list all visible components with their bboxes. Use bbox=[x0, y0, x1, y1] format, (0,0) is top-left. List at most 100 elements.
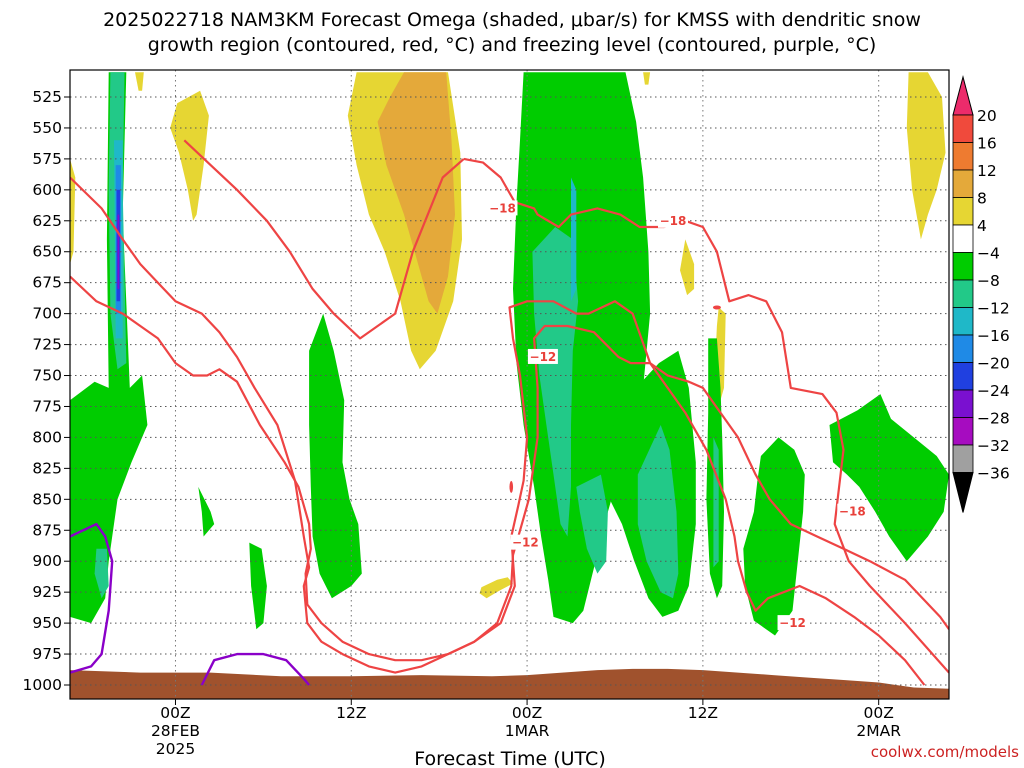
y-tick-label: 700 bbox=[32, 305, 62, 323]
x-tick-date: 1MAR bbox=[505, 722, 550, 740]
omega-shading-layer bbox=[70, 72, 949, 636]
colorbar-segment bbox=[952, 334, 974, 363]
colorbar-label: −28 bbox=[977, 410, 1010, 428]
small-contour-blob bbox=[509, 480, 514, 493]
colorbar-label: −16 bbox=[977, 327, 1010, 345]
x-tick-label: 00Z bbox=[160, 704, 190, 722]
y-tick-label: 675 bbox=[32, 274, 62, 292]
colorbar-segment bbox=[952, 142, 974, 171]
freezing-level-contour bbox=[70, 522, 114, 674]
y-tick-label: 650 bbox=[32, 243, 62, 261]
x-tick-label: 00Z bbox=[512, 704, 542, 722]
contour-label: −18 bbox=[489, 201, 516, 215]
x-tick-date: 2MAR bbox=[856, 722, 901, 740]
colorbar-segment bbox=[952, 252, 974, 281]
omega-region-4 bbox=[906, 72, 946, 240]
omega-region-neg8 bbox=[532, 227, 579, 537]
y-tick-label: 800 bbox=[32, 428, 62, 446]
y-tick-label: 775 bbox=[32, 397, 62, 415]
y-tick-label: 575 bbox=[32, 150, 62, 168]
colorbar-segment bbox=[952, 389, 974, 418]
omega-region-4 bbox=[680, 239, 695, 296]
credit-text: coolwx.com/models bbox=[871, 743, 1019, 761]
omega-region-neg4 bbox=[249, 542, 267, 630]
colorbar-top-arrow bbox=[952, 75, 974, 116]
y-tick-label: 1000 bbox=[23, 676, 62, 694]
x-tick-year: 2025 bbox=[156, 740, 195, 758]
small-contour-blob bbox=[712, 305, 721, 310]
colorbar-label: −24 bbox=[977, 382, 1010, 400]
omega-region-neg8 bbox=[713, 437, 719, 568]
omega-region-4 bbox=[135, 72, 144, 91]
dgz-contour-neg18 bbox=[463, 157, 949, 674]
y-tick-label: 825 bbox=[32, 459, 62, 477]
omega-region-4 bbox=[70, 158, 76, 265]
contour-label: −12 bbox=[779, 616, 806, 630]
colorbar-label: 4 bbox=[977, 217, 987, 235]
y-tick-label: 900 bbox=[32, 552, 62, 570]
contour-label: −12 bbox=[512, 536, 539, 550]
colorbar-segment bbox=[952, 417, 974, 446]
colorbar-segment bbox=[952, 444, 974, 473]
omega-region-4 bbox=[479, 577, 513, 599]
colorbar-label: −36 bbox=[977, 465, 1010, 483]
x-axis-label: Forecast Time (UTC) bbox=[414, 748, 605, 768]
omega-region-neg4 bbox=[70, 72, 148, 624]
freezing-level-contour bbox=[200, 652, 311, 686]
colorbar-label: 8 bbox=[977, 190, 987, 208]
y-tick-label: 750 bbox=[32, 367, 62, 385]
contour-label: −18 bbox=[660, 214, 687, 228]
colorbar-label: −4 bbox=[977, 245, 1000, 263]
omega-region-neg4 bbox=[198, 486, 215, 537]
contour-label-bg bbox=[527, 348, 558, 364]
colorbar-segment bbox=[952, 114, 974, 143]
terrain-layer bbox=[70, 668, 949, 699]
plot-frame bbox=[69, 69, 950, 700]
colorbar-label: −8 bbox=[977, 272, 1000, 290]
omega-region-8 bbox=[377, 72, 455, 314]
y-tick-label: 925 bbox=[32, 583, 62, 601]
y-tick-label: 525 bbox=[32, 88, 62, 106]
omega-region-4 bbox=[170, 90, 209, 221]
colorbar-bottom-arrow bbox=[952, 472, 974, 513]
colorbar-label: −12 bbox=[977, 300, 1010, 318]
colorbar-segment bbox=[952, 307, 974, 336]
dgz-contour-neg18 bbox=[70, 176, 949, 674]
plot-area-background bbox=[70, 70, 949, 699]
colorbar-label: −20 bbox=[977, 355, 1010, 373]
dgz-contour-neg12 bbox=[183, 139, 465, 340]
omega-region-4 bbox=[643, 72, 651, 85]
omega-region-neg8 bbox=[637, 425, 679, 599]
contour-label-bg bbox=[837, 503, 868, 519]
contour-label-bg bbox=[657, 212, 688, 228]
contour-label-layer: −18 −18 −12 −12 −18 −12 bbox=[487, 200, 868, 631]
y-tick-label: 875 bbox=[32, 521, 62, 539]
colorbar-label: 12 bbox=[977, 162, 997, 180]
y-tick-label: 850 bbox=[32, 490, 62, 508]
colorbar-label: −32 bbox=[977, 437, 1010, 455]
colorbar-segment bbox=[952, 362, 974, 391]
colorbar-segment bbox=[952, 169, 974, 198]
x-tick-label: 12Z bbox=[688, 704, 718, 722]
x-tick-label: 00Z bbox=[864, 704, 894, 722]
y-tick-label: 625 bbox=[32, 212, 62, 230]
omega-region-neg24 bbox=[117, 214, 120, 289]
y-tick-label: 975 bbox=[32, 645, 62, 663]
y-tick-label: 725 bbox=[32, 336, 62, 354]
omega-region-neg4 bbox=[513, 72, 651, 624]
contour-label-bg bbox=[510, 534, 541, 550]
colorbar-segment bbox=[952, 197, 974, 226]
colorbar: 20 16 12 8 4 −4 −8 −12 −16 −20 −24 −28 −32 −36 bbox=[952, 75, 1010, 513]
contour-label: −18 bbox=[839, 505, 866, 519]
x-tick-label: 12Z bbox=[336, 704, 366, 722]
y-tick-label: 550 bbox=[32, 119, 62, 137]
omega-region-neg12 bbox=[571, 177, 577, 302]
contour-label: −12 bbox=[530, 350, 557, 364]
colorbar-label: 20 bbox=[977, 107, 997, 125]
x-tick-date: 28FEB bbox=[151, 722, 200, 740]
contour-label-bg bbox=[487, 200, 518, 216]
y-tick-label: 600 bbox=[32, 181, 62, 199]
chart-title-line-2: growth region (contoured, red, °C) and f… bbox=[148, 34, 877, 56]
terrain-fill bbox=[70, 668, 949, 699]
